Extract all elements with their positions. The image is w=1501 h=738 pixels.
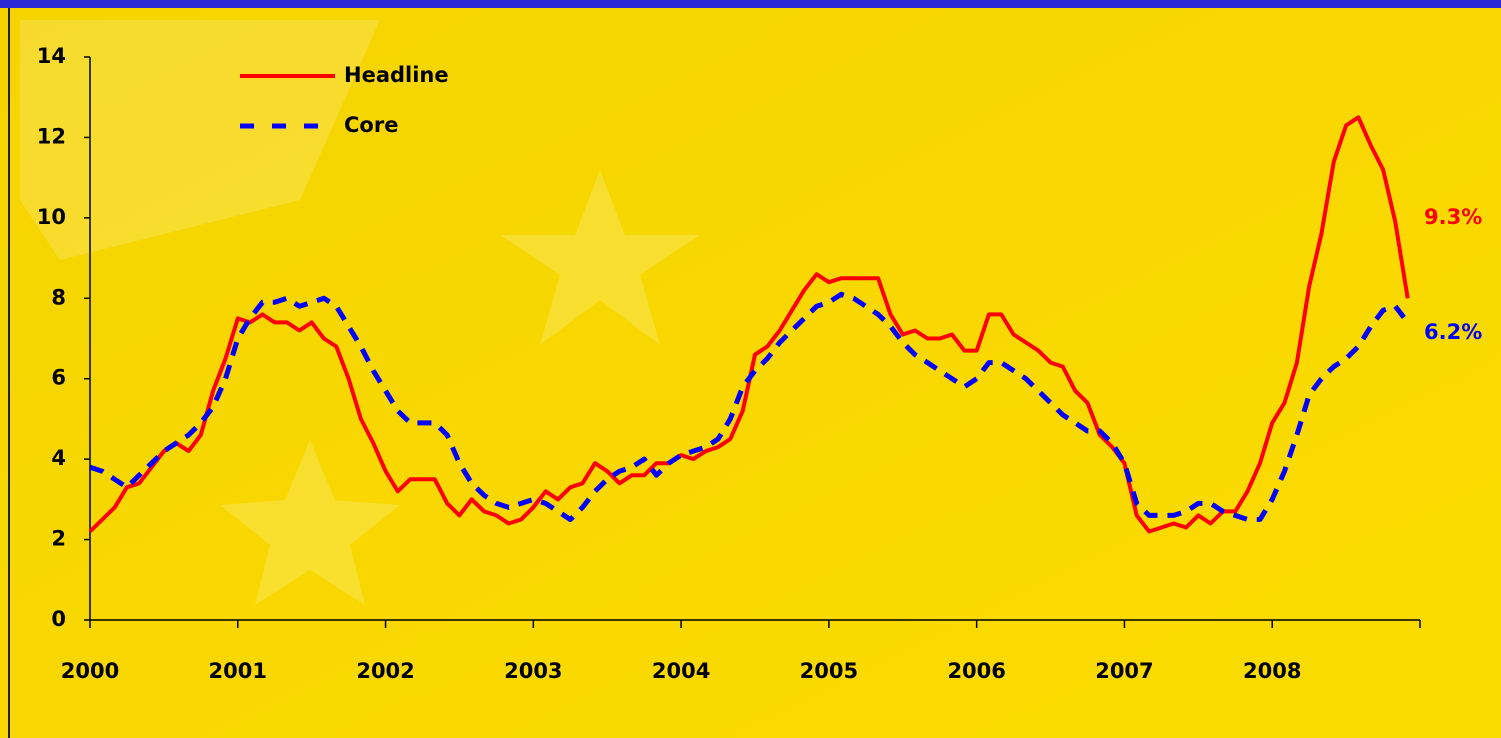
end-label: 6.2% (1424, 320, 1482, 344)
y-tick-label: 2 (51, 527, 66, 551)
y-tick-label: 0 (51, 607, 66, 631)
x-tick-label: 2007 (1095, 659, 1153, 683)
x-tick-label: 2001 (209, 659, 267, 683)
x-tick-label: 2000 (61, 659, 119, 683)
y-tick-label: 14 (37, 44, 66, 68)
y-tick-label: 12 (37, 124, 66, 148)
legend-label: Headline (344, 63, 449, 87)
x-tick-label: 2004 (652, 659, 710, 683)
decoration (20, 20, 700, 605)
end-label: 9.3% (1424, 205, 1482, 229)
y-tick-label: 4 (51, 446, 66, 470)
y-tick-label: 10 (37, 205, 66, 229)
x-tick-label: 2008 (1243, 659, 1301, 683)
x-tick-label: 2002 (356, 659, 414, 683)
series-line (89, 291, 1410, 522)
legend-label: Core (344, 113, 398, 137)
x-tick-label: 2005 (800, 659, 858, 683)
x-tick-label: 2003 (504, 659, 562, 683)
y-tick-label: 6 (51, 366, 66, 390)
x-tick-label: 2006 (947, 659, 1005, 683)
top-band (0, 0, 1501, 8)
y-tick-label: 8 (51, 285, 66, 309)
